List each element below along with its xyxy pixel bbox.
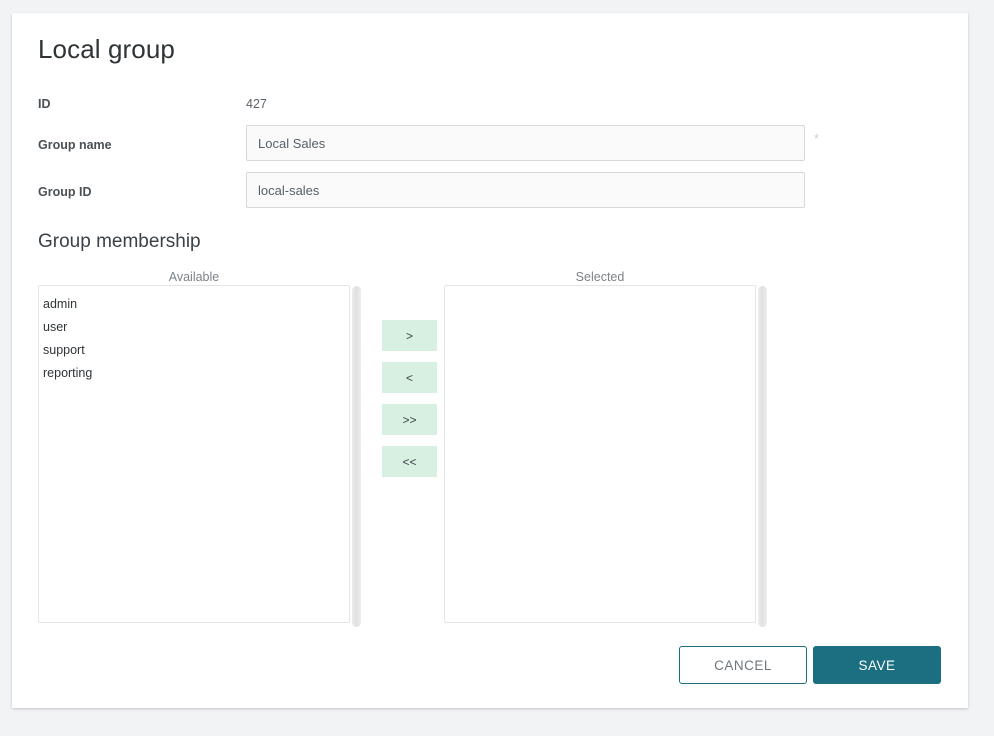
field-row-id: ID 427	[38, 87, 938, 121]
id-label: ID	[38, 97, 51, 111]
move-all-right-button[interactable]: >>	[382, 404, 437, 435]
selected-list	[445, 286, 755, 293]
available-list: admin user support reporting	[39, 286, 349, 385]
save-button[interactable]: SAVE	[813, 646, 941, 684]
list-item[interactable]: support	[43, 343, 85, 357]
available-scrollbar-thumb[interactable]	[352, 286, 361, 627]
list-item[interactable]: admin	[43, 297, 78, 311]
selected-scrollbar[interactable]	[758, 286, 767, 627]
page-title: Local group	[38, 34, 175, 64]
move-all-left-button[interactable]: <<	[382, 446, 437, 477]
move-left-button[interactable]: <	[382, 362, 437, 393]
cancel-button[interactable]: CANCEL	[679, 646, 807, 684]
available-scrollbar[interactable]	[352, 286, 361, 627]
list-item[interactable]: reporting	[43, 366, 93, 380]
group-id-input[interactable]	[246, 172, 805, 208]
group-name-label: Group name	[38, 138, 112, 152]
list-item[interactable]: user	[43, 320, 68, 334]
field-row-group-name: Group name *	[38, 125, 938, 165]
required-asterisk-icon: *	[814, 131, 820, 146]
local-group-card: Local group ID 427 Group name * Group ID…	[12, 13, 968, 708]
transfer-button-group: > < >> <<	[382, 320, 437, 488]
move-right-button[interactable]: >	[382, 320, 437, 351]
selected-scrollbar-thumb[interactable]	[758, 286, 767, 627]
group-membership-heading: Group membership	[38, 231, 201, 252]
available-list-header: Available	[168, 270, 220, 284]
id-value: 427	[246, 97, 267, 111]
selected-list-header: Selected	[575, 270, 625, 284]
group-name-input[interactable]	[246, 125, 805, 161]
available-listbox[interactable]: admin user support reporting	[38, 285, 350, 623]
group-id-label: Group ID	[38, 185, 92, 199]
selected-listbox[interactable]	[444, 285, 756, 623]
field-row-group-id: Group ID	[38, 172, 938, 212]
